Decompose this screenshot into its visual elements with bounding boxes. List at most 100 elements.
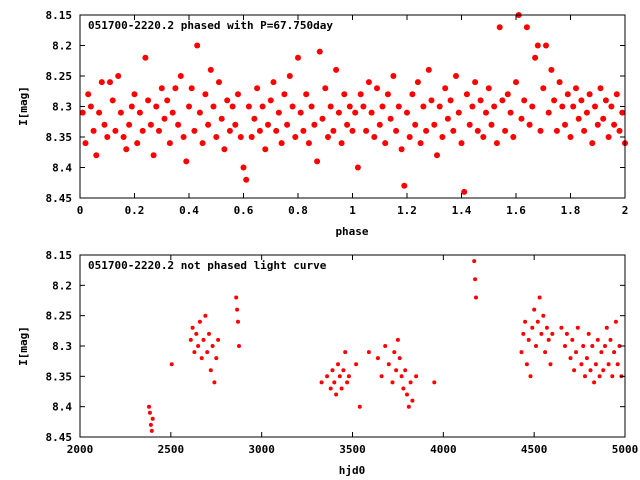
phased-data-point xyxy=(259,103,266,110)
phased-data-point xyxy=(466,121,473,128)
phased-data-point xyxy=(158,85,165,92)
unphased-data-point xyxy=(524,362,529,367)
unphased-plot-title: 051700-2220.2 not phased light curve xyxy=(88,259,327,272)
phased-data-point xyxy=(256,127,263,134)
phased-data-point xyxy=(335,109,342,116)
phased-x-tick-label: 0.4 xyxy=(179,204,199,217)
unphased-x-tick-label: 4000 xyxy=(430,443,457,456)
unphased-data-point xyxy=(579,362,584,367)
phased-data-point xyxy=(395,103,402,110)
phased-data-point xyxy=(96,109,103,116)
phased-data-point xyxy=(483,109,489,116)
phased-data-point xyxy=(480,134,487,140)
phased-data-point xyxy=(196,109,203,116)
unphased-data-point xyxy=(570,337,575,342)
phased-data-point xyxy=(218,115,225,122)
unphased-data-point xyxy=(537,295,542,300)
phased-data-point xyxy=(594,121,601,128)
phased-x-tick-label: 2 xyxy=(622,204,629,217)
unphased-data-point xyxy=(550,331,555,336)
phased-data-point xyxy=(303,91,310,98)
phased-data-point xyxy=(207,66,214,73)
unphased-x-tick-label: 2500 xyxy=(158,443,185,456)
phased-data-point xyxy=(237,134,244,140)
unphased-data-point xyxy=(606,362,611,367)
phased-data-point xyxy=(330,127,337,134)
unphased-data-point xyxy=(474,295,478,300)
phased-data-point xyxy=(423,127,430,134)
phased-data-point xyxy=(559,103,566,110)
phased-data-point xyxy=(425,66,432,73)
unphased-data-point xyxy=(583,374,587,379)
phased-data-point xyxy=(172,85,179,92)
phased-data-point xyxy=(346,103,353,110)
unphased-data-point xyxy=(188,337,193,342)
unphased-data-point xyxy=(397,356,402,361)
phased-data-point xyxy=(404,109,410,116)
unphased-data-point xyxy=(588,368,593,373)
phased-data-point xyxy=(338,140,345,147)
unphased-data-point xyxy=(354,362,359,367)
phased-data-point xyxy=(186,103,192,110)
unphased-data-point xyxy=(584,356,589,361)
unphased-data-point xyxy=(328,386,333,391)
unphased-data-point xyxy=(192,350,197,355)
phased-data-point xyxy=(592,103,598,110)
phased-data-point xyxy=(188,85,195,92)
unphased-data-point xyxy=(472,259,477,264)
phased-data-point xyxy=(245,103,252,110)
phased-data-point xyxy=(221,146,228,153)
phased-data-point xyxy=(322,85,329,92)
phased-data-point xyxy=(477,97,484,104)
unphased-data-point xyxy=(366,350,371,355)
unphased-data-point xyxy=(590,344,595,348)
phased-data-point xyxy=(390,73,397,79)
phased-data-point xyxy=(551,97,558,104)
phased-data-point xyxy=(376,121,383,128)
phased-plot: 0 0.2 0.4 0.6 0.8 1 1.2 1.4 1.6 1.8 2 8.15 8.2 8.25 8.… xyxy=(17,9,628,238)
phased-data-point xyxy=(82,140,89,147)
unphased-data-point xyxy=(194,331,199,336)
phased-data-point xyxy=(616,127,623,134)
phased-data-point xyxy=(243,176,250,183)
unphased-data-point xyxy=(235,307,240,312)
phased-data-point xyxy=(352,109,359,116)
phased-data-point xyxy=(368,109,375,116)
phased-data-point xyxy=(455,109,462,116)
unphased-data-point xyxy=(330,368,335,373)
unphased-data-point xyxy=(345,380,350,385)
unphased-data-point xyxy=(532,307,537,312)
phased-data-point xyxy=(619,109,626,116)
unphased-data-point xyxy=(523,319,528,324)
unphased-data-point xyxy=(401,386,406,391)
phased-data-point xyxy=(213,134,220,140)
phased-data-point xyxy=(153,103,160,110)
phased-data-point xyxy=(175,121,182,128)
phased-data-point xyxy=(545,109,552,116)
unphased-data-point xyxy=(541,313,546,318)
unphased-data-point xyxy=(208,368,213,373)
phased-data-point xyxy=(406,134,413,140)
unphased-y-tick-label: 8.2 xyxy=(52,279,72,292)
unphased-data-point xyxy=(575,325,580,330)
unphased-data-point xyxy=(343,350,348,355)
unphased-x-axis-label: hjd0 xyxy=(339,464,366,477)
phased-data-point xyxy=(308,103,315,110)
phased-data-point xyxy=(513,79,519,86)
phased-data-point xyxy=(521,97,528,104)
phased-data-point xyxy=(581,127,588,134)
unphased-y-tick-label: 8.35 xyxy=(46,370,73,383)
phased-x-tick-label: 0.2 xyxy=(125,204,145,217)
phased-data-point xyxy=(548,66,555,73)
phased-data-point xyxy=(109,97,116,104)
phased-data-point xyxy=(316,48,323,55)
phased-data-point xyxy=(164,97,171,104)
phased-data-point xyxy=(300,127,307,134)
phased-data-point xyxy=(573,85,579,92)
phased-y-tick-label: 8.2 xyxy=(52,40,72,53)
phased-data-point xyxy=(439,134,446,140)
phased-data-point xyxy=(447,97,454,104)
unphased-axis-ticks: 2000 2500 3000 3500 4000 4500 5000 8.15 8.2 8.25 8… xyxy=(46,249,639,456)
phased-data-point xyxy=(608,103,615,110)
phased-data-point xyxy=(101,121,108,128)
